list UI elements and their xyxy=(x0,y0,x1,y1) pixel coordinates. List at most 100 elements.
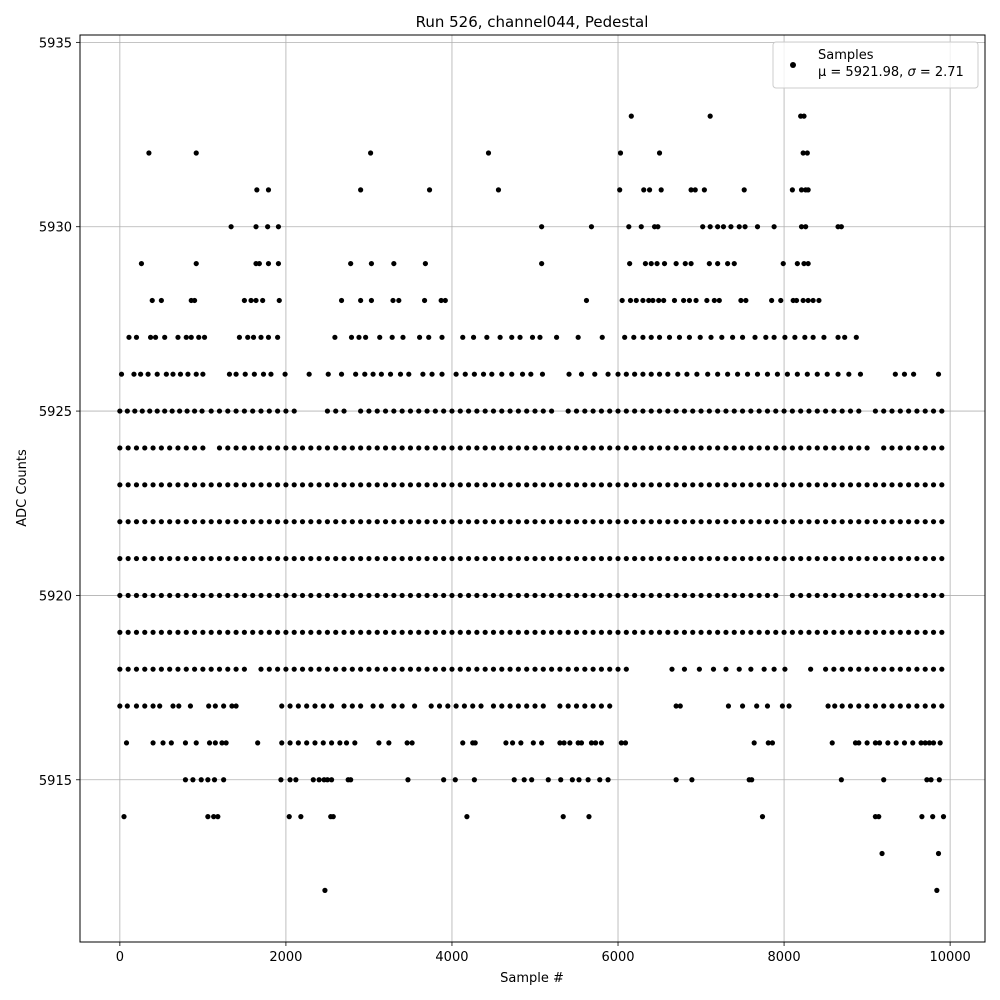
legend-box xyxy=(772,41,979,89)
data-point xyxy=(723,592,729,599)
data-point xyxy=(701,187,707,193)
data-point xyxy=(922,666,928,672)
data-point xyxy=(286,814,292,820)
data-point xyxy=(370,703,376,709)
data-point xyxy=(690,445,696,451)
data-point xyxy=(889,555,895,562)
data-point xyxy=(847,482,854,488)
data-point xyxy=(864,703,870,709)
data-point xyxy=(889,703,895,709)
data-point xyxy=(183,592,189,599)
data-point xyxy=(633,297,639,304)
data-point xyxy=(152,334,159,340)
data-point xyxy=(416,555,422,562)
data-point xyxy=(847,445,854,451)
data-point xyxy=(573,703,580,709)
data-point xyxy=(167,592,173,599)
data-point xyxy=(138,260,145,267)
data-point xyxy=(125,445,131,451)
data-point xyxy=(919,814,925,820)
data-point xyxy=(266,555,272,562)
data-point xyxy=(424,666,430,672)
data-point xyxy=(424,408,430,414)
data-point xyxy=(698,445,704,451)
data-point xyxy=(471,371,477,377)
data-point xyxy=(349,482,355,488)
data-point xyxy=(176,703,182,709)
data-point xyxy=(548,445,555,451)
data-point xyxy=(665,555,671,562)
data-point xyxy=(201,334,208,340)
data-point xyxy=(831,519,837,525)
data-point xyxy=(191,445,198,451)
data-point xyxy=(260,371,267,377)
data-point xyxy=(212,740,218,746)
data-point xyxy=(424,482,430,488)
data-point xyxy=(464,814,470,820)
data-point xyxy=(814,555,820,562)
data-point xyxy=(472,740,478,746)
data-point xyxy=(831,629,837,635)
data-point xyxy=(225,408,231,414)
data-point xyxy=(291,666,297,672)
data-point xyxy=(814,592,820,599)
data-point xyxy=(253,297,259,304)
data-point xyxy=(847,555,854,562)
data-point xyxy=(754,703,760,709)
data-point xyxy=(265,334,272,340)
data-point xyxy=(316,592,322,599)
data-point xyxy=(333,666,339,672)
data-point xyxy=(258,408,264,414)
data-point xyxy=(573,555,580,562)
data-point xyxy=(439,334,445,340)
data-point xyxy=(524,555,530,562)
data-point xyxy=(391,408,397,414)
data-point xyxy=(432,666,438,672)
data-point xyxy=(474,519,480,525)
data-point xyxy=(640,334,646,340)
data-point xyxy=(158,519,164,525)
data-point xyxy=(409,740,415,746)
data-point xyxy=(615,666,621,672)
data-point xyxy=(593,740,599,746)
data-point xyxy=(125,629,131,635)
data-point xyxy=(478,703,484,709)
data-point xyxy=(266,408,272,414)
data-point xyxy=(374,408,380,414)
data-point xyxy=(881,777,887,783)
data-point xyxy=(241,666,247,672)
data-point xyxy=(391,703,397,709)
data-point xyxy=(548,666,555,672)
data-point xyxy=(147,334,154,340)
data-point xyxy=(524,666,530,672)
data-point xyxy=(728,224,734,230)
data-point xyxy=(275,445,281,451)
data-point xyxy=(521,777,527,783)
data-point xyxy=(374,445,380,451)
data-point xyxy=(719,334,725,340)
data-point xyxy=(754,224,761,230)
data-point xyxy=(191,408,198,414)
data-point xyxy=(499,555,505,562)
data-point xyxy=(856,408,862,414)
data-point xyxy=(756,519,762,525)
data-point xyxy=(739,703,746,709)
data-point xyxy=(623,519,629,525)
data-point xyxy=(829,740,835,746)
data-point xyxy=(789,519,795,525)
data-point xyxy=(627,260,633,267)
data-point xyxy=(250,334,257,340)
data-point xyxy=(125,519,131,525)
data-point xyxy=(748,445,754,451)
data-point xyxy=(656,592,663,599)
data-point xyxy=(656,408,663,414)
data-point xyxy=(922,592,928,599)
data-point xyxy=(276,297,282,304)
data-point xyxy=(142,555,148,562)
data-point xyxy=(167,666,173,672)
data-point xyxy=(499,408,505,414)
data-point xyxy=(449,519,455,525)
data-point xyxy=(632,519,638,525)
data-point xyxy=(876,740,883,746)
